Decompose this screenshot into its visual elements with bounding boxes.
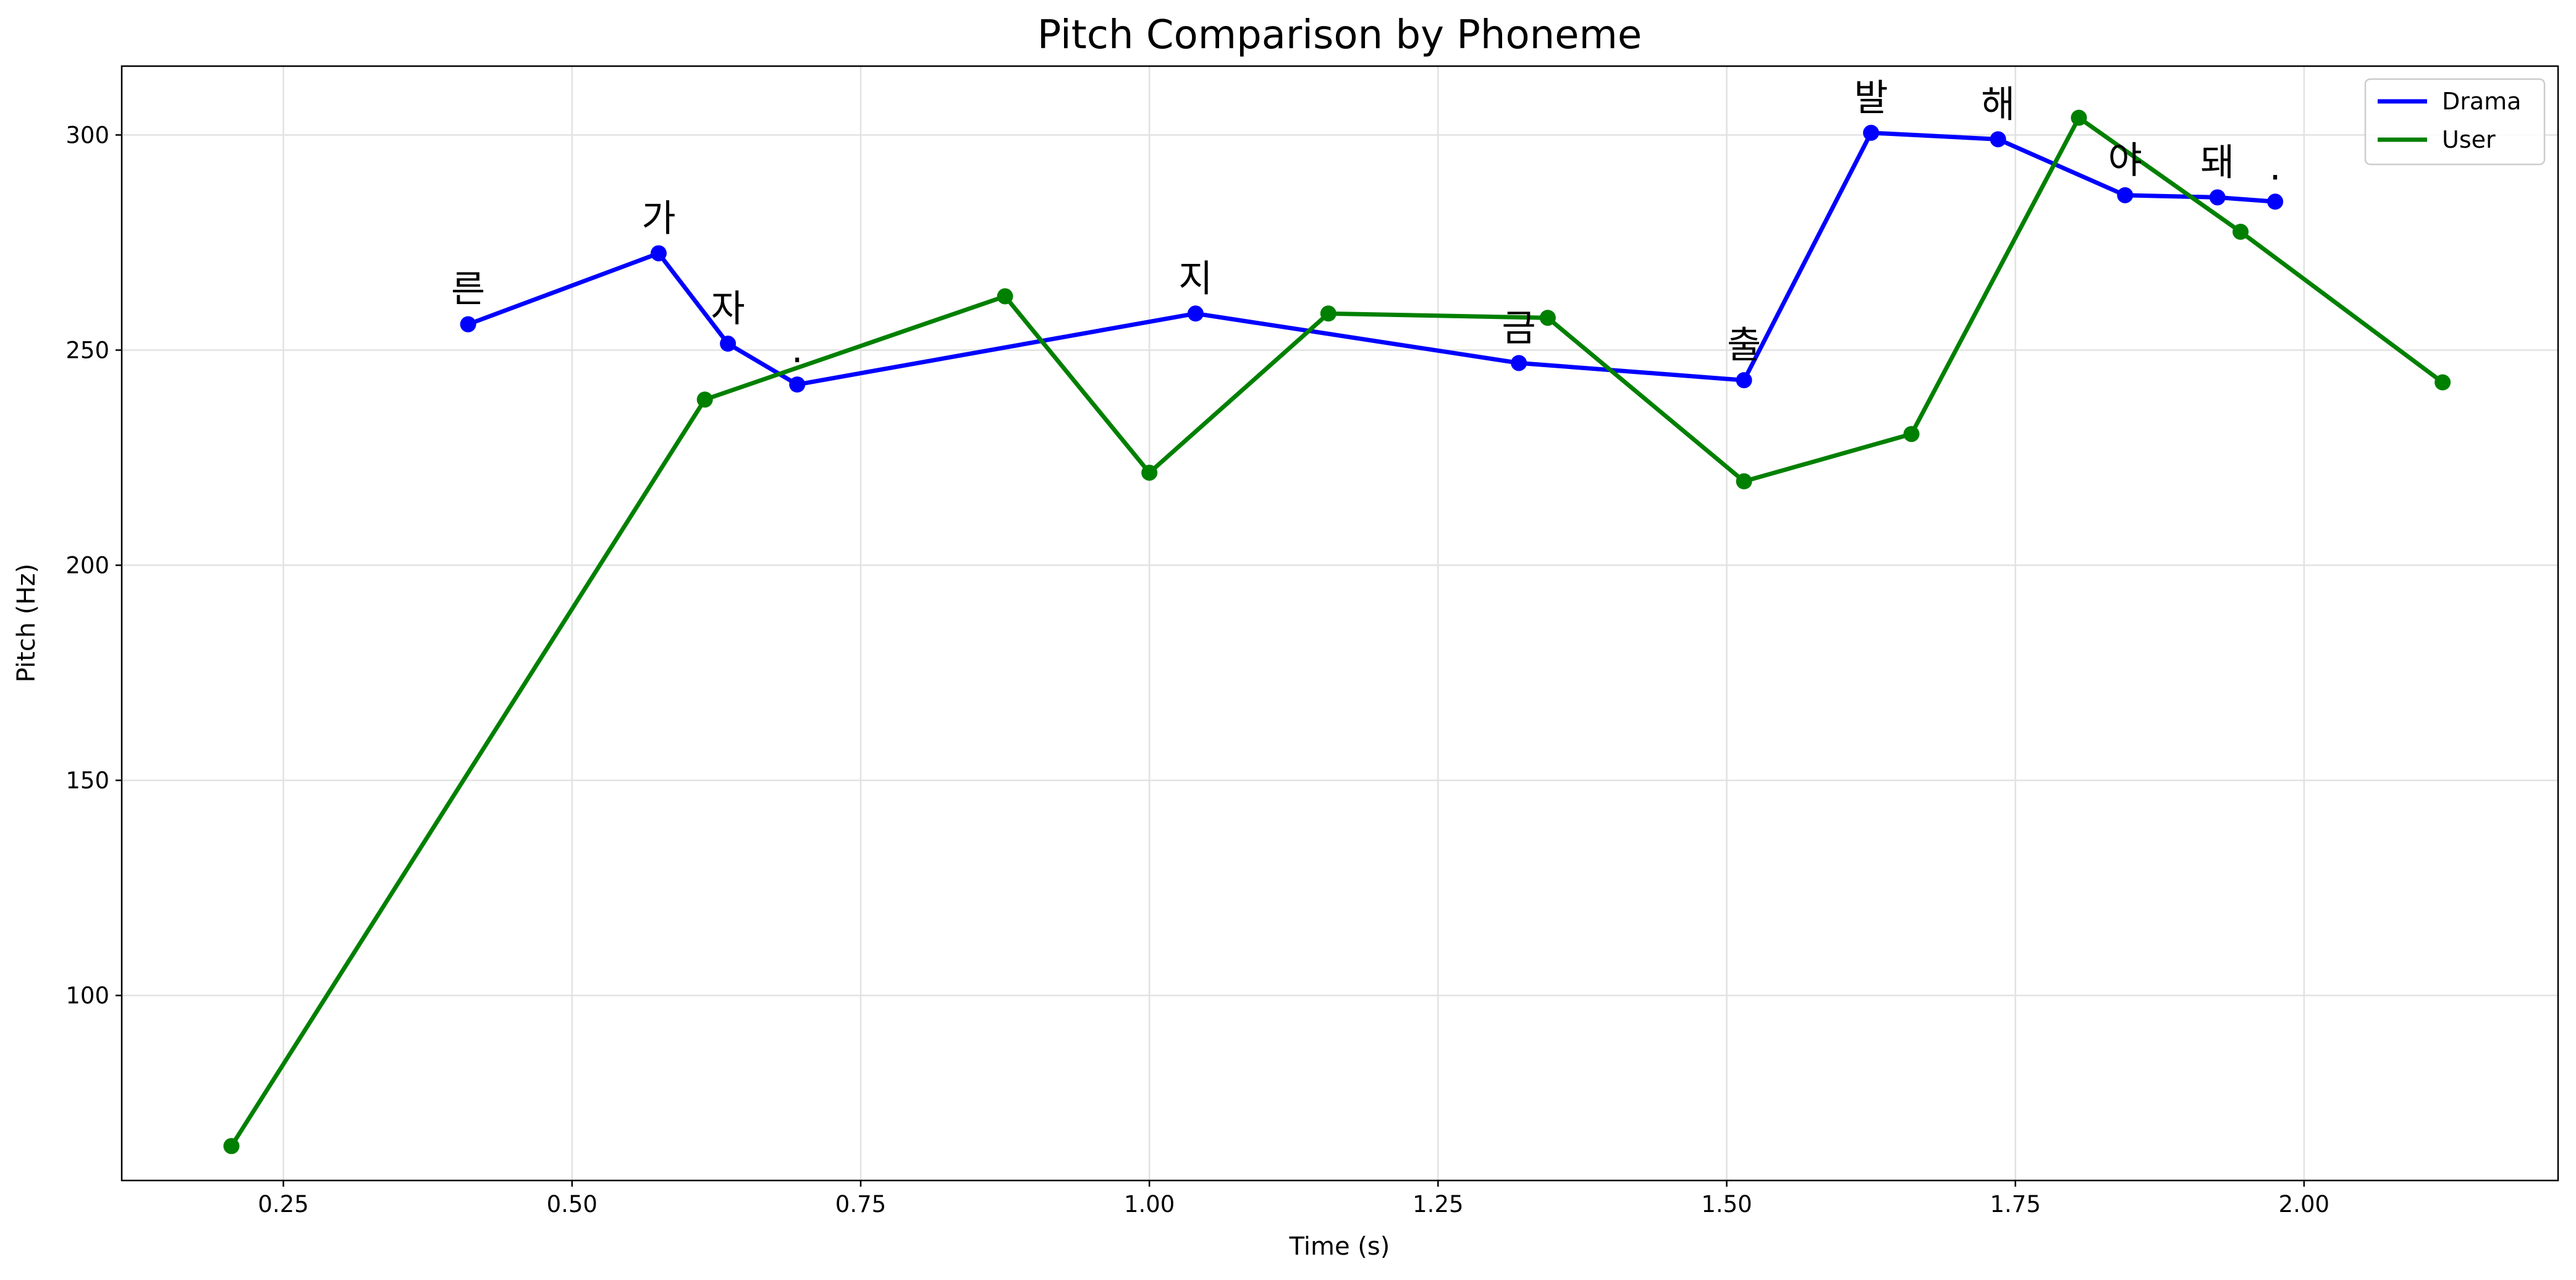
data-point-drama (789, 376, 806, 393)
data-point-drama (2209, 189, 2226, 206)
x-tick-label: 0.50 (547, 1191, 598, 1218)
x-tick-label: 0.75 (835, 1191, 886, 1218)
data-point-user (2232, 224, 2249, 240)
data-point-drama (1511, 355, 1527, 371)
chart-title: Pitch Comparison by Phoneme (1037, 12, 1642, 58)
data-point-drama (650, 245, 667, 261)
plot-area-border (120, 65, 2559, 1182)
data-point-user (223, 1138, 240, 1155)
phoneme-label: 야 (2108, 139, 2142, 182)
data-point-user (1320, 305, 1337, 322)
data-point-user (1736, 473, 1752, 490)
data-point-user (1539, 310, 1556, 326)
x-tick-label: 2.00 (2279, 1191, 2329, 1218)
phoneme-label: 돼 (2200, 141, 2234, 184)
y-tick-label: 100 (65, 983, 109, 1009)
y-tick-label: 150 (65, 768, 109, 794)
x-tick-label: 1.50 (1701, 1191, 1752, 1218)
phoneme-label: 가 (641, 197, 675, 240)
phoneme-label: . (792, 328, 803, 371)
data-point-user (2435, 374, 2451, 391)
data-point-drama (1736, 372, 1752, 389)
data-point-user (2071, 109, 2087, 126)
y-axis-label: Pitch (Hz) (12, 564, 41, 682)
data-point-drama (720, 336, 737, 352)
x-tick-label: 1.75 (1990, 1191, 2041, 1218)
data-point-drama (2267, 193, 2284, 210)
phoneme-label: 른 (451, 268, 485, 312)
data-point-user (1903, 426, 1920, 443)
x-tick-label: 1.25 (1413, 1191, 1463, 1218)
series-line-drama (466, 130, 2278, 387)
data-point-drama (1863, 124, 1880, 141)
phoneme-labels: 른 가자. 지금 출 발 해야 돼. (451, 77, 2281, 371)
data-point-user (1141, 464, 1158, 481)
x-tick-label: 1.00 (1124, 1191, 1175, 1218)
data-point-drama (1187, 305, 1204, 322)
x-axis-label: Time (s) (1289, 1232, 1390, 1261)
phoneme-label: 자 (711, 287, 745, 331)
legend: Drama User (2364, 78, 2546, 166)
y-tick-label: 200 (65, 553, 109, 579)
phoneme-label: . (2270, 145, 2281, 189)
x-tick-label: 0.25 (258, 1191, 308, 1218)
data-point-user (696, 391, 713, 408)
data-point-user (997, 288, 1013, 305)
y-tick-label: 300 (65, 122, 109, 148)
grid-lines (122, 66, 2558, 1180)
data-point-drama (1990, 131, 2006, 148)
phoneme-label: 발 (1854, 77, 1888, 120)
legend-label-drama: Drama (2442, 88, 2521, 115)
data-point-drama (460, 316, 476, 333)
series-lines (223, 109, 2451, 1155)
legend-label-user: User (2442, 126, 2496, 153)
y-tick-label: 250 (65, 337, 109, 363)
axis-ticks: 0.25 0.50 0.75 1.00 1.25 1.50 1.75 2.00 100 150 20… (65, 122, 2329, 1218)
phoneme-label: 지 (1178, 257, 1212, 300)
phoneme-label: 해 (1981, 83, 2015, 126)
phoneme-label: 금 (1502, 307, 1536, 350)
phoneme-label: 출 (1727, 324, 1761, 367)
data-point-drama (2117, 187, 2134, 203)
